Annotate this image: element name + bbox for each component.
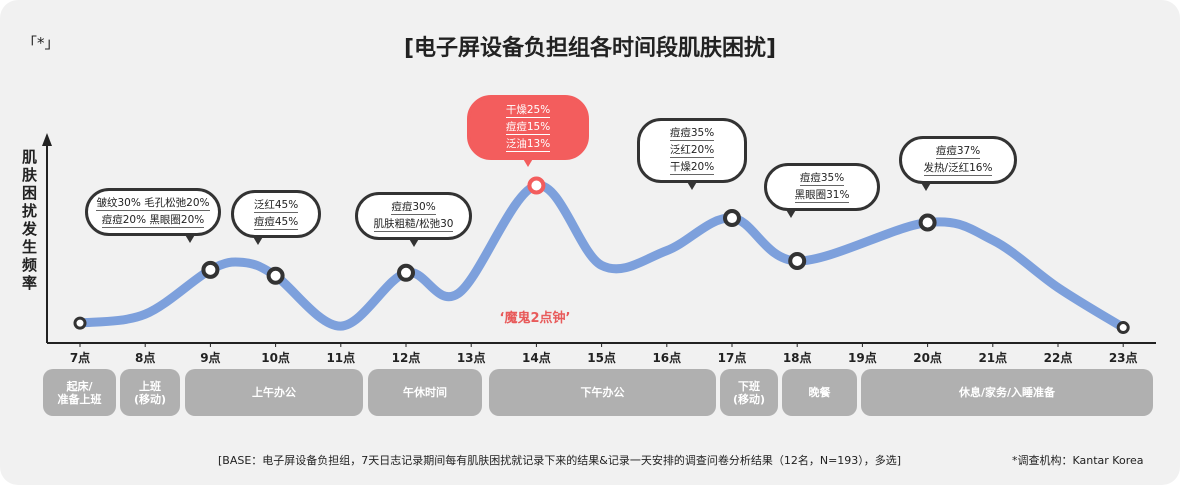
data-point-marker xyxy=(788,251,807,270)
x-tick-label: 22点 xyxy=(1043,351,1073,365)
x-tick-label: 15点 xyxy=(587,351,616,365)
schedule-period: 下午办公 xyxy=(489,369,716,416)
data-point-marker xyxy=(266,266,285,285)
data-point-marker xyxy=(723,209,741,228)
annotation-line: 干燥25% xyxy=(505,104,551,118)
x-tick-label: 19点 xyxy=(848,351,877,365)
annotation-line: 发热/泛红16% xyxy=(923,162,993,176)
schedule-period: 起床/ 准备上班 xyxy=(43,369,116,416)
schedule-period: 晚餐 xyxy=(782,369,857,416)
annotation-bubble-9: 皱纹30% 毛孔松弛20% 痘痘20% 黑眼圈20% xyxy=(85,188,221,243)
y-axis-arrow xyxy=(42,133,52,146)
data-point-marker xyxy=(918,213,937,232)
survey-source: *调查机构：Kantar Korea xyxy=(1012,454,1144,467)
annotation-line: 泛红20% xyxy=(669,144,715,158)
annotation-line: 泛油13% xyxy=(505,138,551,152)
x-tick-label: 20点 xyxy=(913,351,942,365)
annotation-line: 痘痘35% xyxy=(669,127,715,141)
corner-mark: 「*」 xyxy=(22,34,60,52)
annotation-line: 肌肤粗糙/松弛30 xyxy=(373,218,454,232)
schedule-period: 下班 (移动) xyxy=(720,369,778,416)
schedule-period: 休息/家务/入睡准备 xyxy=(861,369,1153,416)
annotation-line: 干燥20% xyxy=(669,161,715,175)
annotation-bubble-14: 干燥25% 痘痘15% 泛油13% xyxy=(467,95,589,167)
x-tick-label: 23点 xyxy=(1108,351,1138,365)
data-point-marker xyxy=(201,260,220,279)
schedule-period: 午休时间 xyxy=(368,369,482,416)
x-tick-label: 21点 xyxy=(978,351,1008,365)
annotation-line: 皱纹30% 毛孔松弛20% xyxy=(96,197,210,211)
annotation-bubble-17: 痘痘35% 泛红20% 干燥20% xyxy=(637,118,747,190)
annotation-line: 痘痘30% xyxy=(391,201,436,215)
schedule-period: 上班 (移动) xyxy=(120,369,180,416)
x-tick-label: 10点 xyxy=(261,351,290,365)
x-tick-label: 14点 xyxy=(522,351,551,365)
annotation-line: 痘痘20% 黑眼圈20% xyxy=(101,214,205,228)
schedule-period: 上午办公 xyxy=(185,369,363,416)
magic-2pm-callout: ‘魔鬼2点钟’ xyxy=(499,311,571,326)
annotation-line: 泛红45% xyxy=(253,199,299,213)
x-tick-label: 11点 xyxy=(326,351,356,365)
data-point-marker xyxy=(527,176,546,195)
data-point-marker xyxy=(397,263,415,282)
annotation-line: 痘痘45% xyxy=(253,216,299,230)
x-tick-label: 18点 xyxy=(782,351,812,365)
annotation-bubble-12: 痘痘30% 肌肤粗糙/松弛30 xyxy=(355,192,472,247)
x-tick-label: 17点 xyxy=(717,351,747,365)
x-tick-label: 16点 xyxy=(652,351,682,365)
annotation-bubble-10: 泛红45% 痘痘45% xyxy=(231,190,321,245)
x-tick-label: 12点 xyxy=(391,351,421,365)
annotation-bubble-18: 痘痘35% 黑眼圈31% xyxy=(764,163,880,218)
annotation-line: 黑眼圈31% xyxy=(794,189,850,203)
data-point-marker xyxy=(73,316,87,330)
annotation-bubble-20: 痘痘37% 发热/泛红16% xyxy=(899,136,1017,191)
data-point-marker xyxy=(1116,321,1130,335)
x-tick-label: 9点 xyxy=(200,351,221,365)
x-tick-label: 13点 xyxy=(456,351,486,365)
annotation-line: 痘痘37% xyxy=(935,145,981,159)
y-axis-label: 肌肤困扰发生频率 xyxy=(22,148,38,292)
chart-title: [电子屏设备负担组各时间段肌肤困扰] xyxy=(403,36,777,61)
annotation-line: 痘痘35% xyxy=(799,172,845,186)
x-tick-label: 8点 xyxy=(135,351,156,365)
annotation-line: 痘痘15% xyxy=(505,121,551,135)
footnote-base: [BASE：电子屏设备负担组，7天日志记录期间每有肌肤困扰就记录下来的结果&记录… xyxy=(218,454,902,467)
x-tick-label: 7点 xyxy=(69,351,91,365)
